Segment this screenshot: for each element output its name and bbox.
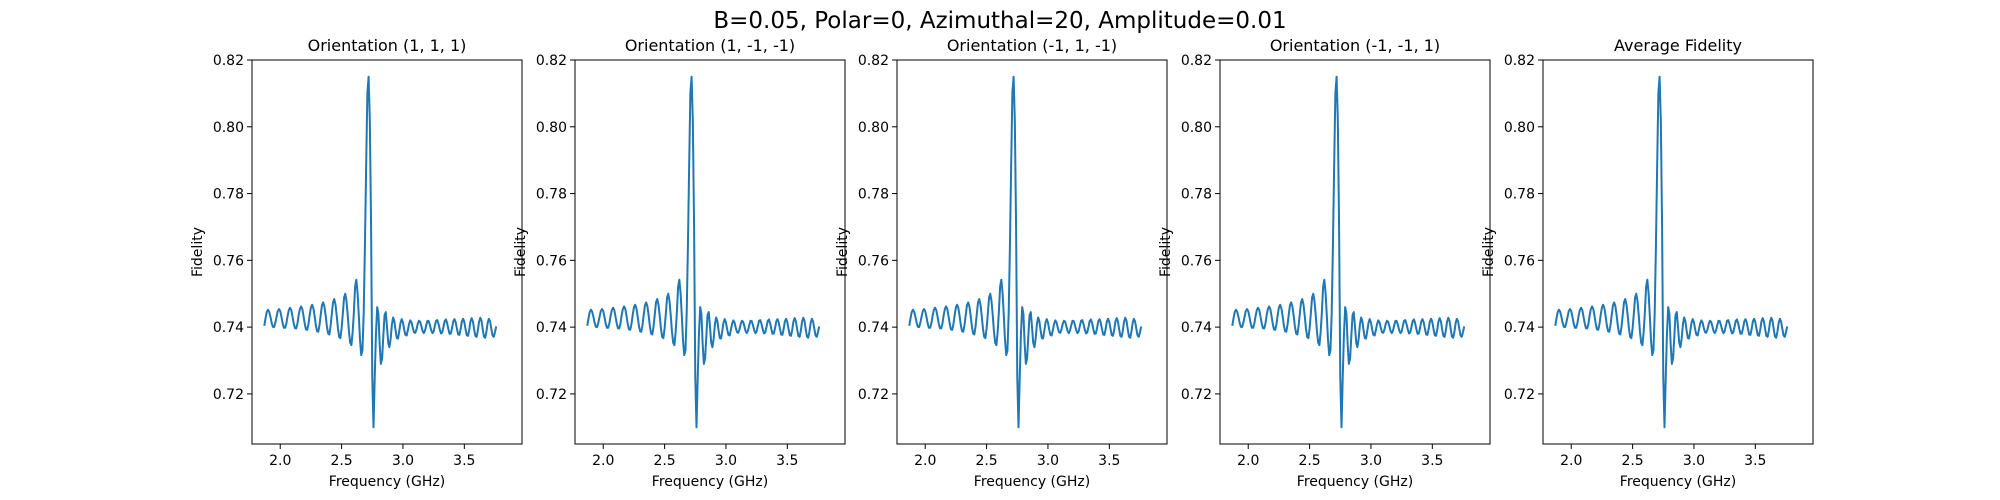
- subplot-2: Orientation (1, -1, -1) 2.0 2.5 3.0 3.5 0.72 0…: [513, 36, 846, 490]
- y-axis-label: Fidelity: [1481, 227, 1497, 277]
- x-tick-label: 3.0: [1360, 453, 1382, 469]
- axes-frame: [896, 59, 1168, 445]
- y-tick-label: 0.78: [858, 187, 889, 203]
- x-tick-label: 2.5: [1298, 453, 1320, 469]
- x-tick-label: 3.5: [1098, 453, 1120, 469]
- y-tick-label: 0.76: [858, 253, 889, 269]
- fidelity-line: [586, 75, 821, 429]
- x-axis-label: Frequency (GHz): [329, 474, 445, 490]
- y-tick-label: 0.78: [1181, 187, 1212, 203]
- y-tick-label: 0.80: [213, 120, 244, 136]
- x-tick-label: 3.0: [392, 453, 414, 469]
- subplot-title: Orientation (1, -1, -1): [625, 36, 795, 55]
- y-axis-label: Fidelity: [835, 227, 851, 277]
- x-tick-label: 2.0: [1560, 453, 1582, 469]
- x-tick-label: 2.0: [592, 453, 614, 469]
- y-tick-label: 0.82: [1504, 53, 1535, 69]
- y-tick-label: 0.76: [213, 253, 244, 269]
- fidelity-line: [1231, 75, 1466, 429]
- y-axis-label: Fidelity: [190, 227, 206, 277]
- subplot-title: Orientation (-1, 1, -1): [947, 36, 1117, 55]
- x-tick-label: 3.5: [1744, 453, 1766, 469]
- y-tick-label: 0.76: [536, 253, 567, 269]
- y-tick-label: 0.76: [1504, 253, 1535, 269]
- y-tick-label: 0.76: [1181, 253, 1212, 269]
- fidelity-line: [1554, 75, 1789, 429]
- y-axis-label: Fidelity: [513, 227, 529, 277]
- y-tick-label: 0.78: [213, 187, 244, 203]
- y-tick-label: 0.78: [536, 187, 567, 203]
- y-tick-label: 0.82: [1181, 53, 1212, 69]
- y-tick-label: 0.82: [536, 53, 567, 69]
- x-tick-label: 3.5: [1421, 453, 1443, 469]
- subplot-title: Orientation (1, 1, 1): [308, 36, 467, 55]
- y-tick-label: 0.74: [536, 320, 567, 336]
- x-tick-label: 3.0: [1683, 453, 1705, 469]
- y-tick-label: 0.72: [858, 387, 889, 403]
- y-axis-label: Fidelity: [1158, 227, 1174, 277]
- y-tick-label: 0.72: [213, 387, 244, 403]
- figure-suptitle: B=0.05, Polar=0, Azimuthal=20, Amplitude…: [713, 8, 1286, 34]
- subplot-title: Average Fidelity: [1614, 36, 1742, 55]
- x-tick-label: 3.0: [715, 453, 737, 469]
- fidelity-line: [908, 75, 1143, 429]
- y-tick-label: 0.82: [858, 53, 889, 69]
- x-axis-label: Frequency (GHz): [974, 474, 1090, 490]
- x-axis-label: Frequency (GHz): [1620, 474, 1736, 490]
- subplot-3: Orientation (-1, 1, -1) 2.0 2.5 3.0 3.5 0.72 0…: [835, 36, 1168, 490]
- y-tick-label: 0.78: [1504, 187, 1535, 203]
- subplot-1: Orientation (1, 1, 1) 2.0 2.5 3.0 3.5 0.72 0.7…: [190, 36, 523, 490]
- x-tick-label: 2.5: [653, 453, 675, 469]
- x-tick-label: 3.5: [453, 453, 475, 469]
- fidelity-line: [263, 75, 498, 429]
- x-axis-label: Frequency (GHz): [652, 474, 768, 490]
- x-tick-label: 2.5: [1621, 453, 1643, 469]
- y-tick-label: 0.80: [858, 120, 889, 136]
- axes-frame: [1219, 59, 1491, 445]
- axes-frame: [251, 59, 523, 445]
- y-tick-label: 0.80: [1181, 120, 1212, 136]
- x-tick-label: 2.0: [269, 453, 291, 469]
- y-tick-label: 0.74: [1181, 320, 1212, 336]
- x-tick-label: 3.0: [1037, 453, 1059, 469]
- y-tick-label: 0.74: [858, 320, 889, 336]
- y-tick-label: 0.80: [1504, 120, 1535, 136]
- x-tick-label: 2.5: [330, 453, 352, 469]
- x-tick-label: 2.5: [975, 453, 997, 469]
- axes-frame: [1542, 59, 1814, 445]
- y-tick-label: 0.74: [1504, 320, 1535, 336]
- x-tick-label: 2.0: [914, 453, 936, 469]
- y-tick-label: 0.80: [536, 120, 567, 136]
- x-axis-label: Frequency (GHz): [1297, 474, 1413, 490]
- y-tick-label: 0.74: [213, 320, 244, 336]
- y-tick-label: 0.72: [1181, 387, 1212, 403]
- subplot-title: Orientation (-1, -1, 1): [1270, 36, 1440, 55]
- x-tick-label: 3.5: [776, 453, 798, 469]
- subplot-4: Orientation (-1, -1, 1) 2.0 2.5 3.0 3.5 0.72 0…: [1158, 36, 1491, 490]
- axes-frame: [574, 59, 846, 445]
- x-tick-label: 2.0: [1237, 453, 1259, 469]
- y-tick-label: 0.72: [536, 387, 567, 403]
- y-tick-label: 0.82: [213, 53, 244, 69]
- subplot-5: Average Fidelity 2.0 2.5 3.0 3.5 0.72 0.74 0.76…: [1481, 36, 1814, 490]
- y-tick-label: 0.72: [1504, 387, 1535, 403]
